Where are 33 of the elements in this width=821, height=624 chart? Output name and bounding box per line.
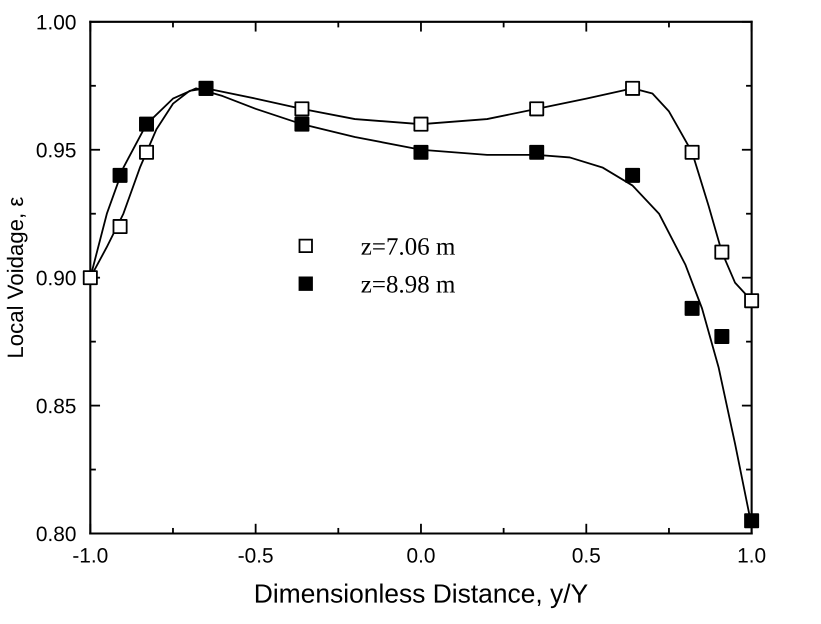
- point: [294, 101, 310, 116]
- point: [744, 293, 760, 308]
- point: [112, 168, 128, 183]
- point: [714, 329, 730, 344]
- y-tick-label: 1.00: [37, 14, 76, 30]
- y-tick-label: 0.85: [36, 398, 76, 414]
- point: [625, 168, 640, 183]
- point: [139, 144, 154, 160]
- point: [714, 244, 730, 260]
- y-axis-title: Local Voidage, ε: [6, 197, 28, 357]
- point: [684, 300, 700, 316]
- point: [413, 116, 428, 132]
- x-tick-label: -1.0: [73, 548, 108, 563]
- point: [529, 101, 544, 116]
- x-tick-label: 0.5: [572, 548, 600, 563]
- point: [112, 219, 128, 234]
- y-tick-label: 0.95: [36, 142, 76, 158]
- point: [684, 144, 700, 160]
- legend-label: z=7.06 m: [361, 238, 455, 255]
- point: [529, 144, 544, 160]
- point: [744, 513, 760, 528]
- x-axis-title: Dimensionless Distance, y/Y: [256, 583, 588, 608]
- x-tick-label: 0.0: [407, 548, 435, 563]
- legend-label: z=8.98 m: [361, 276, 455, 293]
- y-tick-label: 0.80: [36, 526, 76, 542]
- point: [139, 116, 154, 132]
- x-tick-label: 1.0: [738, 548, 766, 563]
- point: [82, 270, 98, 286]
- point: [413, 144, 428, 160]
- point: [625, 80, 640, 96]
- y-tick-label: 0.90: [36, 270, 76, 286]
- point: [294, 116, 310, 132]
- x-tick-label: -0.5: [238, 548, 273, 563]
